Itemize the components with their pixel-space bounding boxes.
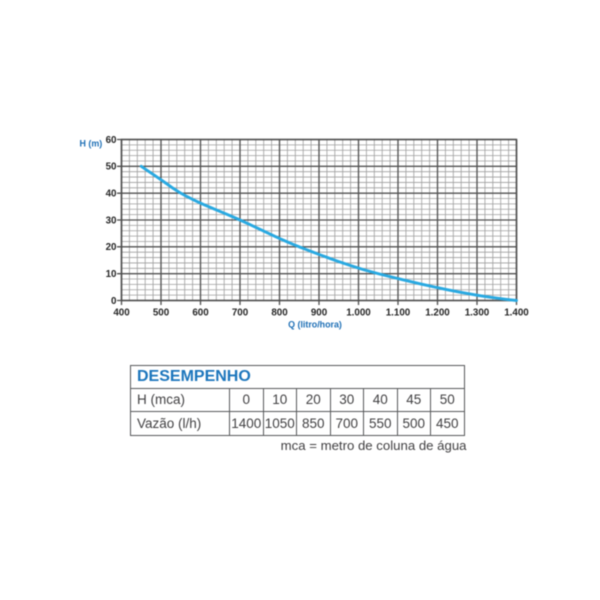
svg-text:600: 600 [192,308,209,319]
svg-text:H (m): H (m) [80,139,103,149]
svg-text:800: 800 [271,308,288,319]
svg-text:1.000: 1.000 [346,308,371,319]
svg-text:400: 400 [113,308,130,319]
svg-text:500: 500 [153,308,170,319]
svg-text:0: 0 [111,296,117,307]
svg-text:50: 50 [106,162,117,173]
svg-text:1.400: 1.400 [504,308,529,319]
svg-text:20: 20 [106,242,117,253]
svg-text:10: 10 [106,269,117,280]
svg-text:30: 30 [106,215,117,226]
svg-text:60: 60 [106,135,117,146]
svg-text:Q (litro/hora): Q (litro/hora) [288,320,342,330]
svg-text:1.200: 1.200 [425,308,450,319]
svg-text:40: 40 [106,189,117,200]
svg-text:1.300: 1.300 [465,308,490,319]
svg-text:900: 900 [311,308,328,319]
svg-text:1.100: 1.100 [386,308,411,319]
svg-text:700: 700 [232,308,249,319]
